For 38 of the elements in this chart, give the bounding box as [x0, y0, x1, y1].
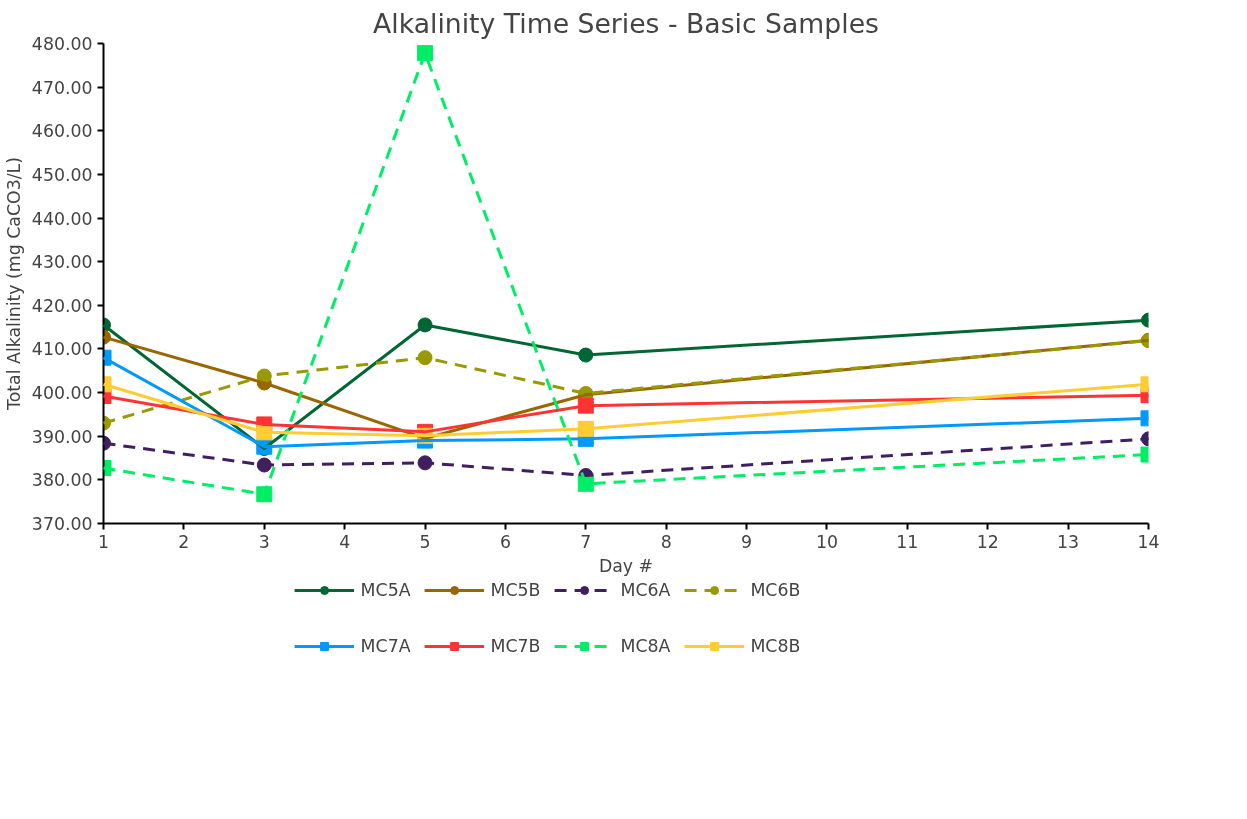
- x-tick-label: 8: [660, 531, 672, 552]
- y-tick-label: 470.00: [31, 77, 93, 98]
- y-tick-label: 390.00: [31, 426, 93, 447]
- x-tick-label: 4: [339, 531, 351, 552]
- point: [417, 45, 434, 62]
- x-tick-label: 9: [741, 531, 753, 552]
- x-tick-label: 12: [976, 531, 999, 552]
- x-tick-label: 6: [499, 531, 511, 552]
- legend-label: MC5A: [360, 580, 411, 600]
- y-axis-title: Total Alkalinity (mg CaCO3/L): [3, 157, 24, 411]
- x-tick-label: 1: [97, 531, 110, 552]
- y-tick-label: 440.00: [31, 208, 93, 229]
- y-tick-label: 400.00: [31, 383, 93, 404]
- y-tick-label: 480.00: [31, 34, 93, 54]
- y-tick-label: 450.00: [31, 164, 93, 185]
- x-tick-label: 13: [1057, 531, 1080, 552]
- x-tick-label: 5: [419, 531, 431, 552]
- legend-label: MC5B: [490, 580, 541, 600]
- legend-label: MC7B: [490, 636, 541, 656]
- y-tick-label: 370.00: [31, 514, 93, 534]
- x-tick-label: 7: [580, 531, 592, 552]
- x-tick-label: 2: [178, 531, 190, 552]
- x-axis-title: Day #: [598, 555, 654, 576]
- y-tick-label: 380.00: [31, 470, 93, 491]
- y-tick-label: 460.00: [31, 121, 93, 142]
- y-tick-label: 430.00: [31, 252, 93, 273]
- x-tick-label: 11: [896, 531, 919, 552]
- chart-title: Alkalinity Time Series - Basic Samples: [373, 7, 879, 39]
- y-tick-label: 420.00: [31, 295, 93, 316]
- legend-label: MC8A: [620, 636, 671, 656]
- legend-label: MC6B: [750, 580, 801, 600]
- legend-label: MC7A: [360, 636, 411, 656]
- x-tick-label: 3: [258, 531, 270, 552]
- x-tick-label: 10: [815, 531, 838, 552]
- legend-label: MC8B: [750, 636, 801, 656]
- y-tick-label: 410.00: [31, 339, 93, 360]
- x-tick-label: 14: [1137, 531, 1160, 552]
- legend-label: MC6A: [620, 580, 671, 600]
